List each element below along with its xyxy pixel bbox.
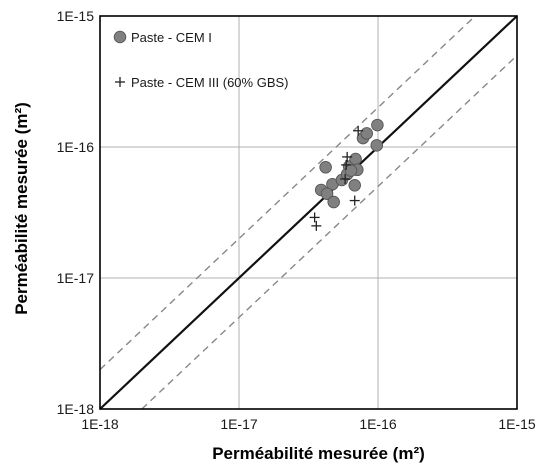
x-tick-label: 1E-15 (498, 416, 536, 432)
x-axis-label: Perméabilité mesurée (m²) (212, 444, 425, 463)
data-point-cem-i (348, 179, 361, 192)
y-axis-ticks: 1E-18 1E-17 1E-16 1E-15 (57, 8, 95, 417)
data-point-cem-iii (349, 195, 360, 206)
data-point-cem-iii (309, 212, 320, 223)
data-point-cem-i (319, 161, 332, 174)
data-point-cem-iii (342, 151, 353, 162)
legend-label: Paste - CEM I (131, 30, 212, 45)
identity-line (99, 15, 518, 410)
legend-circle-marker (113, 30, 127, 44)
data-point-cem-iii (353, 125, 364, 136)
data-point-cem-i (349, 152, 362, 166)
data-point-cem-iii (340, 173, 351, 184)
x-tick-label: 1E-17 (220, 416, 258, 432)
data-point-cem-i (371, 118, 384, 132)
data-point-cem-i (360, 127, 374, 140)
legend-label: Paste - CEM III (60% GBS) (131, 75, 289, 90)
data-point-cem-iii (311, 220, 322, 231)
y-tick-label: 1E-17 (57, 270, 95, 286)
data-point-cem-i (370, 139, 384, 152)
data-points (309, 118, 384, 231)
data-point-cem-i (327, 195, 340, 209)
y-tick-label: 1E-18 (57, 401, 95, 417)
x-tick-label: 1E-18 (81, 416, 119, 432)
y-axis-label: Perméabilité mesurée (m²) (12, 102, 31, 315)
legend-plus-marker (115, 77, 125, 87)
data-point-cem-iii (341, 159, 352, 170)
data-point-cem-i (320, 187, 334, 200)
y-tick-label: 1E-15 (57, 8, 95, 24)
data-point-cem-i (344, 164, 358, 177)
legend: Paste - CEM I Paste - CEM III (60% GBS) (113, 30, 289, 90)
factor-0.5-line (141, 54, 518, 410)
reference-lines (99, 15, 518, 410)
grid-lines (100, 16, 517, 409)
x-tick-label: 1E-16 (359, 416, 397, 432)
plot-frame (99, 15, 518, 410)
y-tick-label: 1E-16 (57, 139, 95, 155)
factor-2-line (99, 15, 476, 371)
x-axis-ticks: 1E-18 1E-17 1E-16 1E-15 (81, 416, 536, 432)
